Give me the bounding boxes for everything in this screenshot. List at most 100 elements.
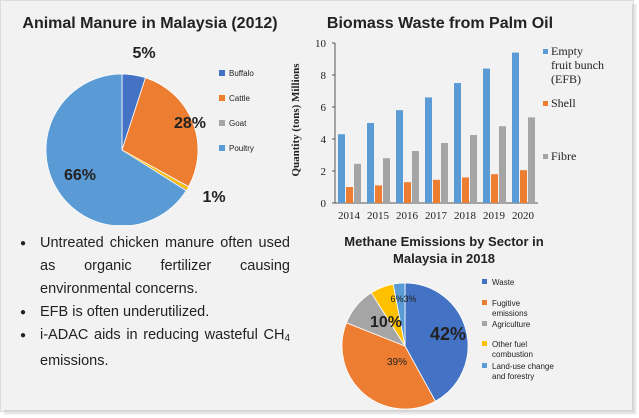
bullet-list: Untreated chicken manure often used as o… [20, 232, 290, 373]
biomass-y-tick-label: 8 [321, 70, 327, 82]
biomass-legend-swatch [543, 154, 548, 159]
biomass-y-tick-label: 0 [321, 198, 327, 210]
biomass-chart-title: Biomass Waste from Palm Oil [327, 15, 553, 32]
biomass-bar [383, 158, 390, 203]
biomass-bar [433, 179, 440, 203]
methane-legend-swatch [482, 341, 487, 346]
biomass-tick-labels: 0 2 4 6 8 10 2014 2015 2016 2017 2018 2019 2020 [315, 38, 535, 222]
biomass-bar-chart: Biomass Waste from Palm Oil Quantity (to… [290, 15, 604, 222]
biomass-bar [404, 182, 411, 203]
bullet-item: Untreated chicken manure often used as o… [20, 232, 290, 301]
biomass-legend-label: (EFB) [551, 72, 581, 86]
biomass-x-tick-label: 2017 [425, 210, 448, 222]
panel-shadow-bottom [4, 410, 634, 415]
biomass-bar [396, 110, 403, 203]
biomass-legend-label: fruit bunch [551, 58, 604, 72]
methane-legend-swatch [482, 321, 487, 326]
manure-legend-label: Cattle [229, 94, 250, 103]
methane-legend-label: Other fuel [492, 340, 527, 349]
biomass-legend-swatch [543, 49, 548, 54]
methane-legend-label: Land-use change [492, 362, 554, 371]
manure-legend-swatch [219, 145, 225, 151]
methane-title-line-1: Methane Emissions by Sector in [344, 234, 543, 249]
manure-chart-title: Animal Manure in Malaysia (2012) [22, 15, 277, 32]
methane-slice [404, 282, 469, 402]
biomass-bar [512, 52, 519, 203]
manure-data-label: 66% [64, 167, 96, 184]
methane-pie-slices [341, 282, 469, 410]
biomass-bar [454, 83, 461, 203]
biomass-y-tick-label: 10 [315, 38, 327, 50]
manure-data-label: 28% [174, 115, 206, 132]
biomass-legend-label: Shell [551, 96, 576, 110]
manure-slice-poultry [45, 73, 187, 225]
methane-data-label: 42% [430, 324, 466, 344]
biomass-x-tick-label: 2018 [454, 210, 477, 222]
biomass-x-tick-label: 2016 [396, 210, 419, 222]
biomass-bar [367, 123, 374, 203]
biomass-y-axis-label: Quantity (tons) Millions [290, 63, 302, 177]
manure-legend-swatch [219, 70, 225, 76]
bullet-item: EFB is often underutilized. [20, 301, 290, 324]
methane-title-line-2: Malaysia in 2018 [393, 251, 495, 266]
manure-legend-label: Poultry [229, 144, 254, 153]
biomass-y-tick-label: 6 [321, 102, 327, 114]
methane-legend-label: Fugitive [492, 299, 521, 308]
biomass-bar [462, 177, 469, 203]
methane-legend-label: Waste [492, 278, 515, 287]
methane-legend-label: and forestry [492, 372, 534, 381]
methane-pie-chart: Methane Emissions by Sector in Malaysia … [341, 234, 554, 410]
methane-legend-swatch [482, 363, 487, 368]
biomass-x-tick-label: 2019 [483, 210, 506, 222]
manure-data-label: 1% [202, 189, 225, 206]
methane-data-labels: 42% 39% 10% 6% 3% [370, 294, 466, 368]
biomass-axes [332, 42, 538, 204]
biomass-bar [412, 151, 419, 203]
biomass-legend-label: Empty [551, 44, 583, 58]
biomass-legend-label: Fibre [551, 149, 576, 163]
biomass-bar [346, 187, 353, 203]
methane-legend-swatch [482, 279, 487, 284]
biomass-bar [338, 134, 345, 203]
manure-data-label: 5% [132, 45, 155, 62]
methane-legend-label: emissions [492, 309, 528, 318]
biomass-x-tick-label: 2020 [512, 210, 535, 222]
manure-legend-swatch [219, 120, 225, 126]
manure-slice-cattle [121, 77, 199, 188]
methane-slice [392, 282, 406, 347]
manure-legend: Buffalo Cattle Goat Poultry [219, 69, 254, 153]
biomass-bar [375, 185, 382, 203]
methane-data-label: 3% [403, 294, 416, 304]
manure-pie-slices [45, 73, 199, 225]
biomass-bar [520, 170, 527, 203]
methane-legend-swatch [482, 300, 487, 305]
methane-legend-label: combustion [492, 350, 533, 359]
biomass-y-tick-label: 2 [321, 166, 327, 178]
biomass-bars [338, 52, 535, 203]
biomass-bar [483, 68, 490, 203]
methane-data-label: 6% [390, 294, 403, 304]
bullet-item: i-ADAC aids in reducing wasteful CH4 emi… [20, 324, 290, 373]
biomass-x-tick-label: 2014 [338, 210, 361, 222]
methane-data-label: 39% [387, 357, 407, 368]
biomass-y-tick-label: 4 [321, 134, 327, 146]
biomass-legend-swatch [543, 101, 548, 106]
manure-legend-swatch [219, 95, 225, 101]
biomass-x-tick-label: 2015 [367, 210, 390, 222]
biomass-bar [470, 135, 477, 203]
biomass-bar [425, 97, 432, 203]
biomass-bar [499, 126, 506, 203]
animal-manure-pie-chart: Animal Manure in Malaysia (2012) 5% 28% 1%… [22, 15, 278, 225]
biomass-bar [354, 163, 361, 203]
manure-legend-label: Goat [229, 119, 247, 128]
manure-legend-label: Buffalo [229, 69, 254, 78]
panel-shadow-right [632, 4, 637, 414]
methane-legend-label: Agriculture [492, 320, 531, 329]
methane-data-label: 10% [370, 314, 402, 331]
manure-slice-accent [122, 150, 189, 190]
biomass-bar [491, 174, 498, 203]
biomass-bar [441, 143, 448, 203]
biomass-bar [528, 117, 535, 203]
